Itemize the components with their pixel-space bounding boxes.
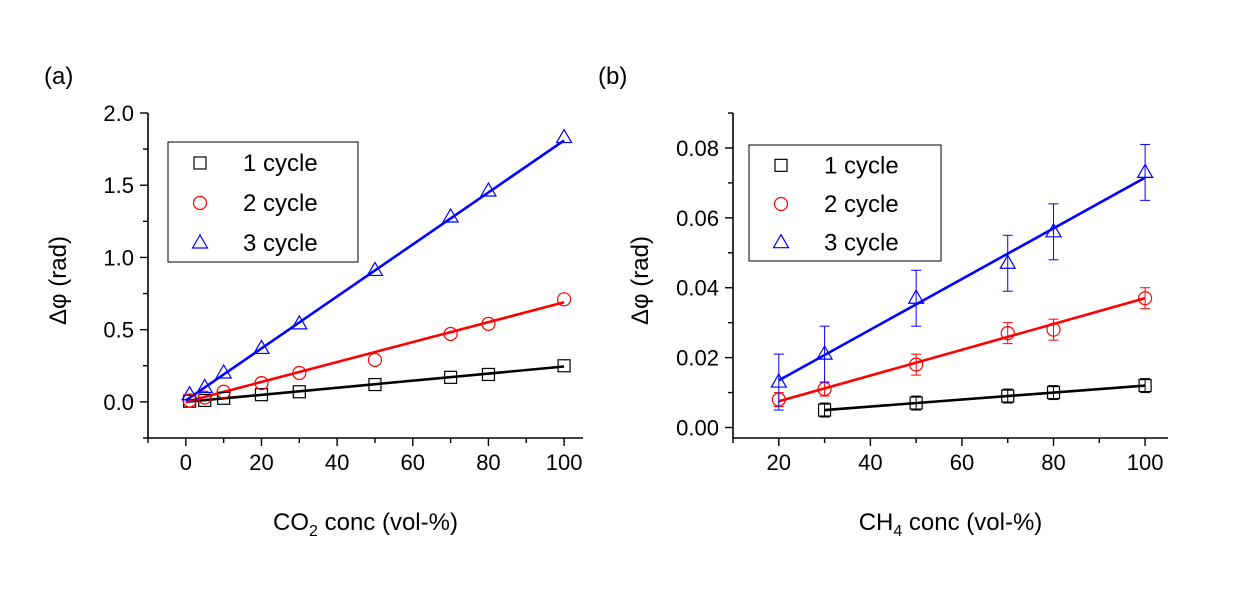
data-point [555,128,573,144]
x-tick-label: 40 [858,450,882,475]
x-tick-label: 20 [249,450,273,475]
data-point [1001,389,1015,403]
data-point [252,339,271,355]
x-axis-label: CO2 conc (vol-%) [273,509,458,540]
x-tick-label: 40 [325,450,349,475]
y-tick-label: 1.0 [103,245,134,270]
data-point [1044,222,1063,238]
fit-line [185,300,565,404]
data-point [770,372,788,388]
data-point [1000,326,1015,341]
y-axis-label: Δφ (rad) [45,236,72,325]
x-tick-label: 80 [1041,450,1065,475]
y-axis-label: Δφ (rad) [627,236,654,325]
legend-label: 3 cycle [243,230,318,257]
x-tick-label: 100 [546,450,583,475]
legend-marker [772,233,790,249]
data-point [216,384,231,399]
legend-marker [774,158,788,172]
y-tick-label: 0.04 [676,276,719,301]
y-tick-label: 0.0 [103,390,134,415]
data-point [367,352,383,368]
data-point [292,385,306,399]
data-point [816,344,834,360]
legend-box [748,144,942,262]
legend-marker [191,233,209,249]
data-point [999,254,1017,269]
x-axis-label: CH4 conc (vol-%) [859,509,1043,540]
y-tick-label: 0.02 [676,346,719,371]
x-tick-label: 100 [1127,450,1164,475]
data-point [556,292,572,307]
data-point [217,391,231,405]
data-point [290,314,308,330]
data-point [443,326,458,342]
panel-b-chart: 20 40 60 80 100 0.00 0.02 0.04 0.06 0.08 CH4 conc … [598,63,1168,540]
legend-box [167,141,359,263]
y-tick-label: 2.0 [103,101,134,126]
x-tick-label: 0 [180,450,192,475]
y-tick-label: 0.00 [676,416,719,441]
data-point [182,393,197,408]
fit-line [824,384,1146,412]
data-point [254,388,269,402]
data-point [817,403,832,417]
legend-label: 1 cycle [243,150,318,177]
legend-marker [192,195,208,211]
fit-line [185,139,565,402]
data-point [481,367,496,382]
data-point [197,390,212,405]
data-point [292,365,307,381]
data-point [1136,163,1154,179]
data-point [1046,385,1061,400]
data-point [1046,322,1061,337]
legend-label: 2 cycle [243,190,318,217]
panel-a-chart: 0 20 40 60 80 100 0.0 0.5 1.0 1.5 2.0 CO2 conc (vol… [44,63,583,540]
data-point [196,378,214,394]
data-point [479,181,497,197]
data-point [366,261,384,277]
fit-line [778,296,1146,403]
data-point [444,370,458,384]
panel-label: (a) [44,63,73,90]
y-tick-label: 0.5 [103,318,134,343]
x-tick-label: 80 [476,450,500,475]
data-point [1138,378,1152,393]
legend-marker [193,156,207,170]
data-point [254,376,269,391]
y-tick-label: 1.5 [103,173,134,198]
fit-line [185,365,565,404]
data-point [907,289,925,304]
data-point [909,396,923,410]
legend-label: 2 cycle [824,191,899,218]
x-tick-label: 60 [950,450,974,475]
legend-marker [773,196,789,212]
y-tick-label: 0.08 [676,136,719,161]
y-tick-label: 0.06 [676,206,719,231]
data-point [1138,291,1153,306]
data-point [909,357,924,372]
legend-label: 3 cycle [824,230,899,257]
data-point [557,359,571,373]
data-point [442,207,460,223]
panel-label: (b) [598,63,627,90]
x-tick-label: 60 [401,450,425,475]
data-point [481,316,496,331]
legend-label: 1 cycle [824,152,899,179]
x-tick-label: 20 [767,450,791,475]
data-point [368,377,382,392]
data-point [181,385,199,401]
fit-line [778,176,1146,382]
data-point [215,363,233,379]
